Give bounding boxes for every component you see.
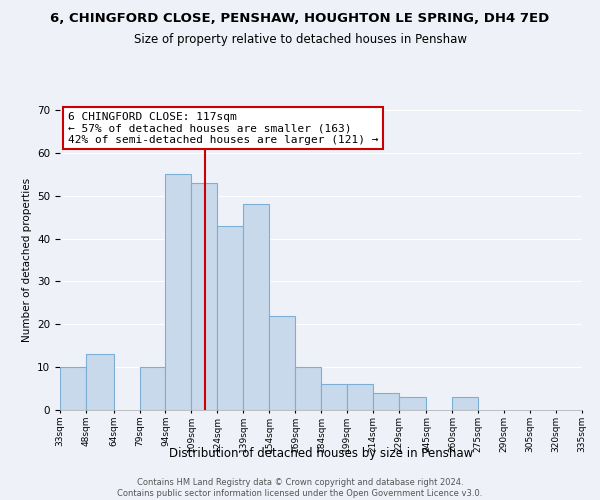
Bar — [166, 174, 191, 410]
Y-axis label: Number of detached properties: Number of detached properties — [22, 178, 32, 342]
Text: Distribution of detached houses by size in Penshaw: Distribution of detached houses by size … — [169, 448, 473, 460]
Bar — [191, 183, 217, 410]
Text: 6 CHINGFORD CLOSE: 117sqm
← 57% of detached houses are smaller (163)
42% of semi: 6 CHINGFORD CLOSE: 117sqm ← 57% of detac… — [68, 112, 379, 144]
Bar — [60, 367, 86, 410]
Bar — [140, 367, 166, 410]
Bar — [243, 204, 269, 410]
Bar — [347, 384, 373, 410]
Bar — [399, 397, 427, 410]
Bar — [321, 384, 347, 410]
Bar — [86, 354, 113, 410]
Bar — [269, 316, 295, 410]
Text: Size of property relative to detached houses in Penshaw: Size of property relative to detached ho… — [133, 32, 467, 46]
Bar — [217, 226, 243, 410]
Bar — [295, 367, 321, 410]
Bar — [373, 393, 399, 410]
Text: 6, CHINGFORD CLOSE, PENSHAW, HOUGHTON LE SPRING, DH4 7ED: 6, CHINGFORD CLOSE, PENSHAW, HOUGHTON LE… — [50, 12, 550, 26]
Text: Contains HM Land Registry data © Crown copyright and database right 2024.
Contai: Contains HM Land Registry data © Crown c… — [118, 478, 482, 498]
Bar — [452, 397, 478, 410]
